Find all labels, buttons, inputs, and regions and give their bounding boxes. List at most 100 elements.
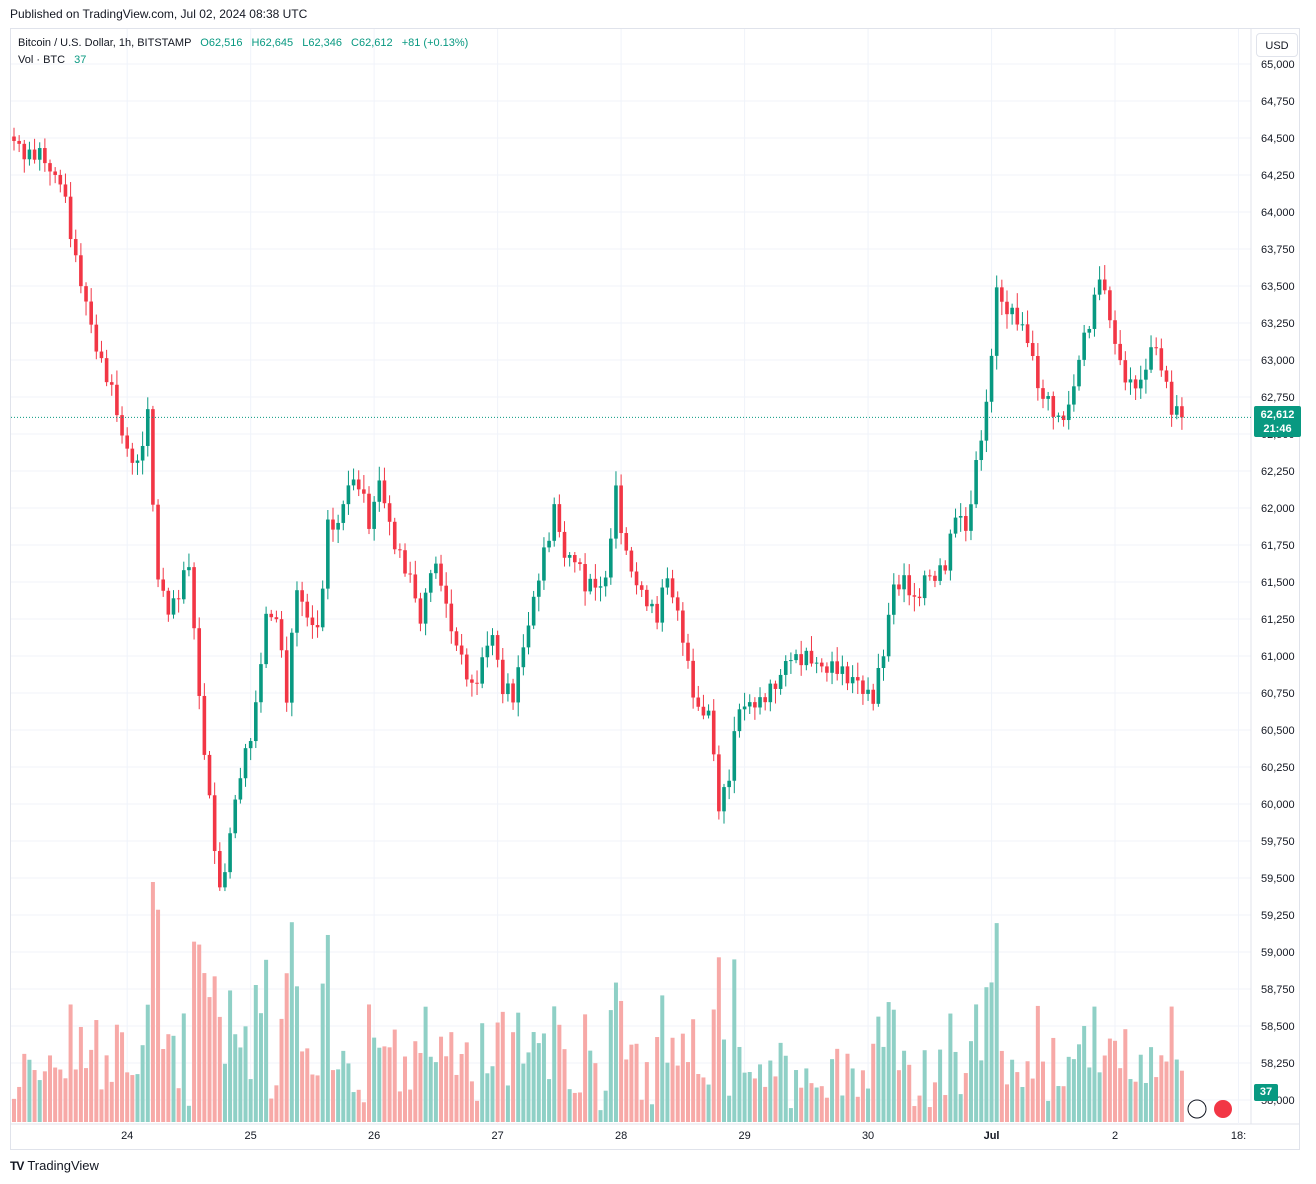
candle-body [413, 574, 418, 599]
candle-body [362, 489, 366, 494]
volume-bar [1164, 1061, 1169, 1122]
volume-bar [469, 1081, 474, 1122]
candle-body [711, 710, 716, 755]
last-price-tag: 62,612 21:46 [1254, 406, 1301, 437]
volume-bar [37, 1080, 42, 1122]
candle-body [629, 550, 634, 572]
candle-body [161, 579, 166, 591]
tradingview-logo[interactable]: TV TradingView [10, 1158, 99, 1173]
volume-bar [145, 1004, 150, 1122]
candle-body [783, 661, 788, 675]
volume-bar [439, 1036, 444, 1122]
candle-body [928, 575, 932, 577]
candle-body [1133, 379, 1138, 389]
candle-body [326, 519, 330, 589]
volume-bar [783, 1055, 788, 1122]
volume-bar [866, 1088, 871, 1122]
price-chart[interactable]: 58,00058,25058,50058,75059,00059,25059,5… [11, 29, 1299, 1149]
candle-body [17, 140, 21, 144]
candle-body [356, 479, 361, 490]
y-tick-label: 64,000 [1261, 207, 1295, 219]
candle-body [845, 666, 850, 684]
volume-label[interactable]: Vol · BTC [18, 54, 66, 66]
candle-body [53, 171, 57, 175]
candle-body [830, 661, 834, 673]
volume-bar [963, 1073, 968, 1122]
candle-body [686, 642, 690, 661]
volume-bar [361, 1102, 366, 1122]
volume-bar [294, 986, 299, 1122]
candle-body [917, 596, 922, 599]
candle-body [99, 351, 104, 359]
candle-body [583, 564, 587, 592]
volume-bar [1010, 1059, 1015, 1122]
volume-bar [207, 997, 212, 1122]
y-tick-label: 59,500 [1261, 873, 1295, 885]
y-tick-label: 61,250 [1261, 614, 1295, 626]
candle-body [341, 504, 346, 523]
lightning-icon[interactable] [1187, 1099, 1207, 1119]
volume-bar [722, 1039, 727, 1122]
volume-bar [989, 982, 994, 1122]
candle-body [104, 358, 109, 383]
candle-body [135, 460, 140, 463]
candle-body [192, 567, 196, 629]
candle-body [1164, 370, 1169, 382]
candle-body [840, 666, 845, 674]
volume-bar [258, 1013, 263, 1122]
x-tick-label: 27 [492, 1130, 504, 1142]
candle-body [886, 614, 891, 657]
candle-body [557, 504, 562, 532]
candle-body [953, 517, 958, 534]
volume-bar [351, 1092, 356, 1122]
open-value: O62,516 [200, 37, 243, 49]
volume-bar [927, 1107, 932, 1122]
volume-bar [485, 1073, 490, 1122]
candle-body [573, 555, 577, 563]
volume-bar [521, 1063, 526, 1122]
volume-bar [958, 1094, 963, 1122]
candle-body [742, 706, 747, 710]
candle-body [434, 563, 438, 574]
volume-bar [161, 1049, 166, 1122]
candle-body [1051, 396, 1056, 417]
volume-bar [737, 1046, 742, 1122]
symbol-label[interactable]: Bitcoin / U.S. Dollar, 1h, BITSTAMP [18, 37, 192, 49]
volume-bar [979, 1060, 984, 1122]
tradingview-logo-text: TradingView [27, 1158, 99, 1173]
volume-bar [603, 1090, 608, 1122]
volume-bar [557, 1024, 562, 1122]
volume-bar [464, 1042, 469, 1122]
candle-body [1082, 332, 1086, 360]
candle-body [1072, 386, 1076, 405]
candle-body [171, 598, 176, 615]
volume-bar [53, 1067, 58, 1122]
chart-frame[interactable]: 58,000 58,250 58,500 58,750 59,000 59,250 59,5… [10, 28, 1300, 1150]
y-tick-label: 58,250 [1261, 1058, 1295, 1070]
volume-bar [649, 1104, 654, 1122]
candle-body [660, 587, 665, 623]
volume-bar [1087, 1067, 1092, 1122]
candle-body [598, 586, 603, 588]
candle-body [1005, 301, 1009, 315]
economic-calendar-icon[interactable] [1214, 1100, 1232, 1118]
volume-bar [938, 1049, 943, 1122]
candle-body [1056, 415, 1061, 417]
candle-body [382, 480, 387, 504]
candle-body [984, 401, 989, 441]
volume-bar [1061, 1086, 1066, 1122]
volume-bar [449, 1032, 454, 1122]
volume-bar [701, 1077, 706, 1122]
volume-bar [680, 1033, 685, 1122]
candle-body [593, 578, 598, 588]
volume-bar [716, 957, 721, 1122]
volume-bar [932, 1082, 937, 1122]
volume-bar [665, 1062, 670, 1122]
volume-bar [367, 1004, 372, 1122]
volume-bar [840, 1095, 845, 1122]
volume-bar [1102, 1055, 1107, 1122]
candle-body [151, 409, 155, 505]
candle-body [1123, 360, 1128, 383]
candle-body [511, 683, 515, 703]
currency-button[interactable]: USD [1256, 33, 1298, 57]
